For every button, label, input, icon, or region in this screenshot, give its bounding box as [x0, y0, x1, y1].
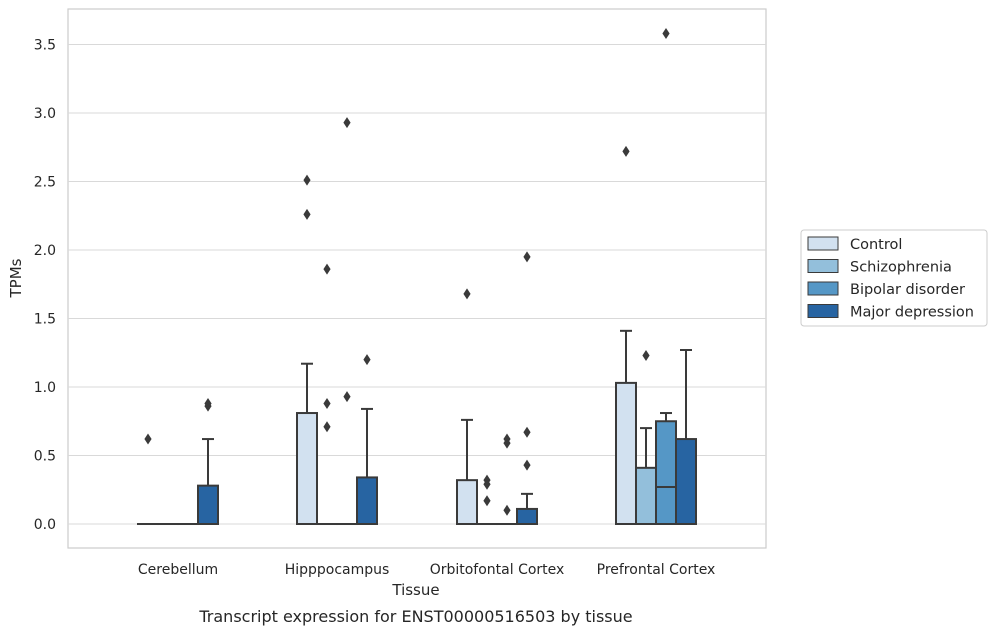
outlier-marker	[503, 504, 511, 516]
legend-label: Major depression	[850, 305, 974, 321]
outlier-marker	[303, 208, 311, 220]
box-schizophrenia	[635, 349, 657, 525]
outlier-marker	[523, 426, 531, 438]
box-bipolar-disorder	[336, 117, 358, 526]
plot-area	[67, 8, 767, 549]
outlier-marker	[662, 28, 670, 40]
box-bipolar-disorder	[496, 433, 518, 526]
outlier-marker	[363, 354, 371, 366]
box-body	[456, 479, 478, 526]
outlier-marker	[483, 495, 491, 507]
y-tick-label: 0.5	[34, 449, 56, 465]
legend-swatch	[807, 304, 839, 318]
outlier-marker	[463, 288, 471, 300]
chart-caption: Transcript expression for ENST0000051650…	[198, 607, 632, 626]
legend-swatch	[807, 236, 839, 251]
x-tick-label: Prefrontal Cortex	[597, 562, 716, 578]
y-tick-label: 2.5	[34, 175, 56, 191]
outlier-marker	[523, 459, 531, 471]
box-major-depression	[356, 354, 378, 526]
outlier-marker	[622, 145, 630, 157]
box-control	[615, 145, 637, 526]
legend-label: Control	[850, 237, 902, 253]
outlier-marker	[343, 391, 351, 403]
y-tick-label: 1.5	[34, 312, 56, 328]
box-body	[615, 381, 637, 526]
outlier-marker	[204, 397, 212, 409]
y-tick-labels: 0.0 0.5 1.0 1.5 2.0 2.5 3.0 3.5	[34, 38, 56, 534]
outlier-marker	[144, 433, 152, 445]
box-major-depression	[516, 251, 538, 525]
y-tick-label: 1.0	[34, 380, 56, 396]
box-control	[296, 174, 318, 525]
outlier-marker	[523, 251, 531, 263]
outlier-marker	[323, 263, 331, 275]
legend-label: Bipolar disorder	[850, 282, 965, 298]
boxes	[137, 28, 697, 526]
legend-frame	[800, 229, 988, 327]
box-body	[655, 420, 677, 525]
box-major-depression	[197, 397, 219, 526]
y-tick-label: 2.0	[34, 243, 56, 259]
outlier-marker	[642, 349, 650, 361]
legend-swatch	[807, 259, 839, 273]
y-axis-title: TPMs	[7, 258, 25, 298]
outlier-marker	[303, 174, 311, 186]
legend-swatch	[807, 281, 839, 296]
outlier-marker	[323, 421, 331, 433]
x-tick-labels: Cerebellum Hipppocampus Orbitofontal Corte…	[138, 562, 715, 578]
box-control	[456, 288, 478, 526]
legend: Control Schizophrenia Bipolar disorder Majo…	[800, 229, 988, 327]
x-tick-label: Hipppocampus	[285, 562, 390, 578]
box-body	[296, 412, 318, 525]
y-tick-label: 3.5	[34, 38, 56, 54]
box-body	[516, 507, 538, 525]
box-body	[356, 476, 378, 526]
x-tick-label: Cerebellum	[138, 562, 218, 578]
y-tick-label: 3.0	[34, 106, 56, 122]
box-major-depression	[675, 349, 697, 525]
box-schizophrenia	[476, 474, 498, 526]
x-tick-label: Orbitofontal Cortex	[430, 562, 565, 578]
box-body	[675, 438, 697, 525]
outlier-marker	[503, 433, 511, 445]
outlier-marker	[483, 474, 491, 486]
box-body	[635, 466, 657, 525]
box-body	[197, 484, 219, 526]
outlier-marker	[343, 117, 351, 129]
x-axis-title: Tissue	[391, 581, 439, 599]
legend-label: Schizophrenia	[850, 260, 952, 276]
y-tick-label: 0.0	[34, 517, 56, 533]
outlier-marker	[323, 397, 331, 409]
